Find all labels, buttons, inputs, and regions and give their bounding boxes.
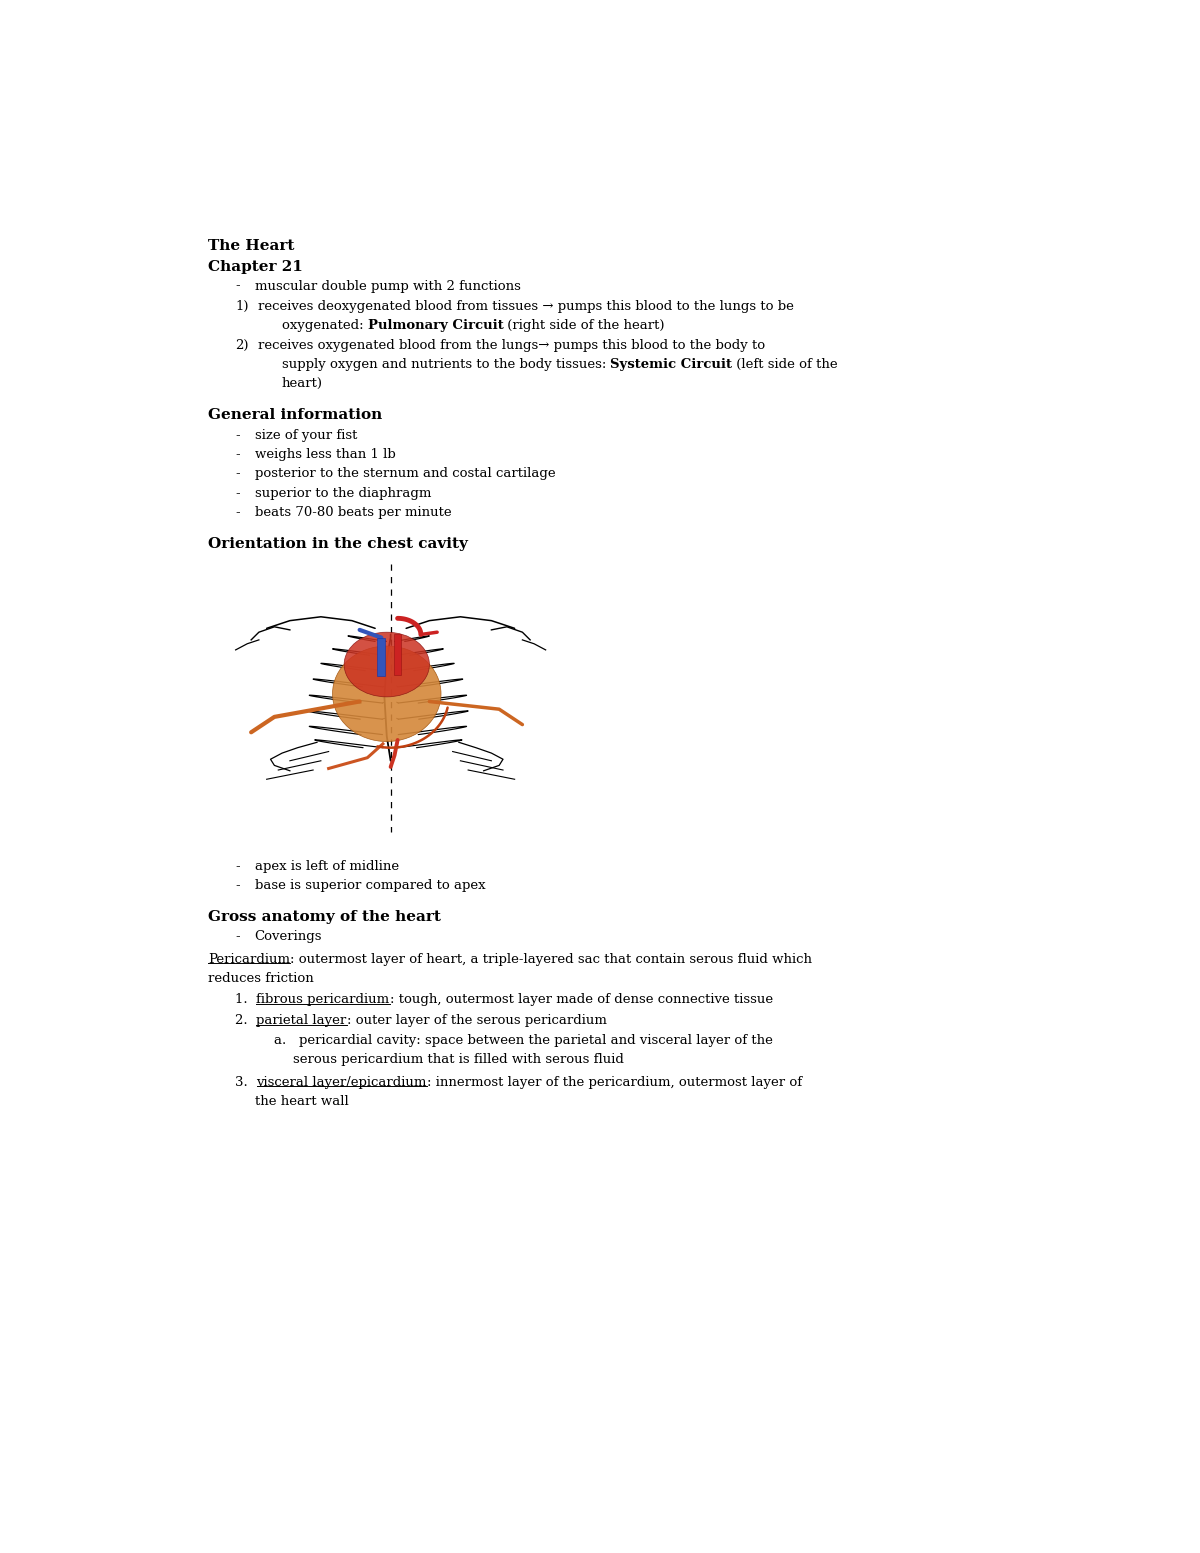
Text: Chapter 21: Chapter 21 [208,259,302,273]
Text: 2.: 2. [235,1014,257,1027]
Text: superior to the diaphragm: superior to the diaphragm [254,486,431,500]
Text: size of your fist: size of your fist [254,429,358,443]
Text: Orientation in the chest cavity: Orientation in the chest cavity [208,537,468,551]
Text: 2): 2) [235,339,248,353]
FancyBboxPatch shape [394,635,402,674]
Text: receives deoxygenated blood from tissues → pumps this blood to the lungs to be: receives deoxygenated blood from tissues… [258,300,794,312]
Text: apex is left of midline: apex is left of midline [254,860,398,873]
Text: -: - [235,280,240,292]
Text: -: - [235,930,240,943]
Text: muscular double pump with 2 functions: muscular double pump with 2 functions [254,280,521,292]
Text: -: - [235,429,240,443]
Text: (right side of the heart): (right side of the heart) [503,318,665,332]
Text: Pericardium: Pericardium [208,952,290,966]
Text: beats 70-80 beats per minute: beats 70-80 beats per minute [254,506,451,519]
Text: : innermost layer of the pericardium, outermost layer of: : innermost layer of the pericardium, ou… [427,1076,802,1089]
Text: weighs less than 1 lb: weighs less than 1 lb [254,449,395,461]
Text: fibrous pericardium: fibrous pericardium [257,994,390,1006]
Text: Coverings: Coverings [254,930,322,943]
FancyBboxPatch shape [378,638,385,676]
Text: The Heart: The Heart [208,239,294,253]
Text: -: - [235,879,240,893]
Text: supply oxygen and nutrients to the body tissues:: supply oxygen and nutrients to the body … [282,359,611,371]
Text: parietal layer: parietal layer [257,1014,347,1027]
Text: Pulmonary Circuit: Pulmonary Circuit [367,318,503,332]
Text: posterior to the sternum and costal cartilage: posterior to the sternum and costal cart… [254,467,556,480]
Text: oxygenated:: oxygenated: [282,318,367,332]
Text: 1): 1) [235,300,248,312]
Text: the heart wall: the heart wall [254,1095,348,1107]
Text: -: - [235,467,240,480]
Text: General information: General information [208,408,383,422]
Ellipse shape [344,632,430,697]
Text: heart): heart) [282,377,323,390]
Text: a.   pericardial cavity: space between the parietal and visceral layer of the: a. pericardial cavity: space between the… [274,1034,773,1047]
Text: Systemic Circuit: Systemic Circuit [611,359,732,371]
Text: 3.: 3. [235,1076,257,1089]
Text: receives oxygenated blood from the lungs→ pumps this blood to the body to: receives oxygenated blood from the lungs… [258,339,766,353]
Text: : outermost layer of heart, a triple-layered sac that contain serous fluid which: : outermost layer of heart, a triple-lay… [290,952,812,966]
Text: visceral layer/epicardium: visceral layer/epicardium [257,1076,427,1089]
Text: serous pericardium that is filled with serous fluid: serous pericardium that is filled with s… [293,1053,624,1067]
Text: -: - [235,506,240,519]
Text: : outer layer of the serous pericardium: : outer layer of the serous pericardium [347,1014,606,1027]
Text: reduces friction: reduces friction [208,972,314,985]
Text: 1.: 1. [235,994,257,1006]
Text: base is superior compared to apex: base is superior compared to apex [254,879,485,893]
Text: -: - [235,486,240,500]
Text: Gross anatomy of the heart: Gross anatomy of the heart [208,910,442,924]
Text: : tough, outermost layer made of dense connective tissue: : tough, outermost layer made of dense c… [390,994,773,1006]
Text: -: - [235,860,240,873]
Text: (left side of the: (left side of the [732,359,838,371]
Ellipse shape [332,646,442,741]
Text: -: - [235,449,240,461]
